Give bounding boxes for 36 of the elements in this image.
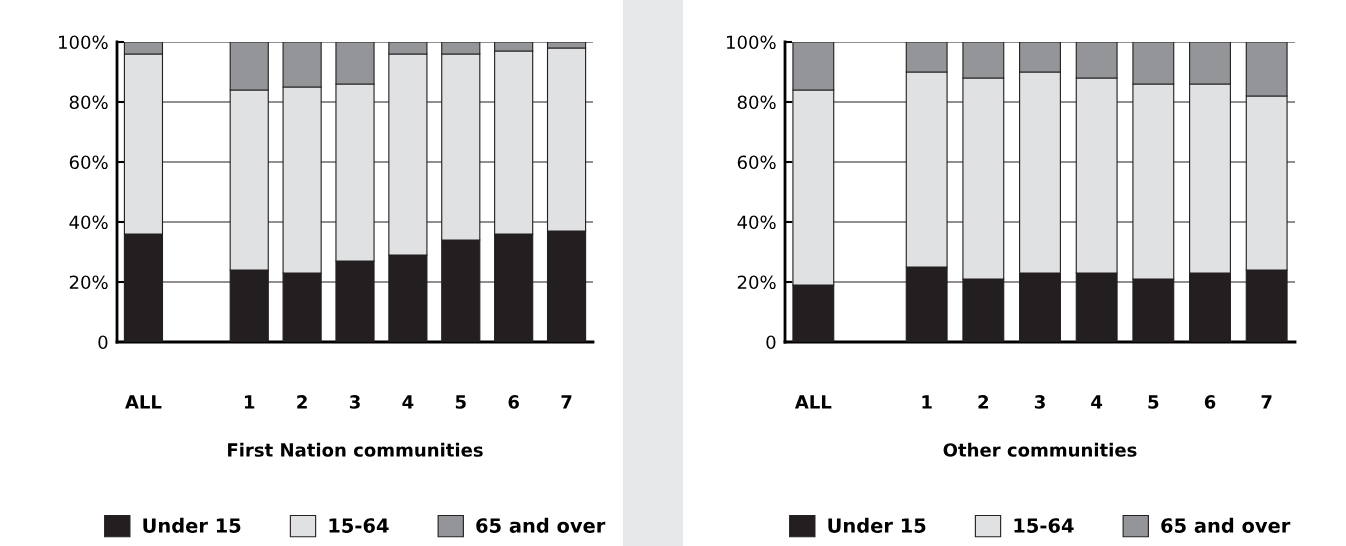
x-tick-label: 4 bbox=[402, 395, 414, 409]
y-tick-label: 40% bbox=[69, 215, 108, 230]
x-tick-label: 6 bbox=[508, 395, 519, 409]
y-tick-label: 80% bbox=[69, 95, 108, 110]
x-tick-label: 4 bbox=[1091, 395, 1103, 409]
x-tick-label: 6 bbox=[1204, 395, 1216, 409]
x-tick-label: 7 bbox=[561, 395, 572, 409]
x-tick-label: 1 bbox=[244, 395, 255, 409]
x-axis-title: First Nation communities bbox=[228, 442, 483, 457]
y-tick-label: 20% bbox=[737, 275, 776, 290]
x-tick-label: 5 bbox=[455, 395, 466, 409]
legend-label: 15-64 bbox=[1014, 518, 1074, 533]
x-tick-label: 3 bbox=[1034, 395, 1045, 409]
legend-label: 65 and over bbox=[476, 517, 606, 533]
y-tick-label: 0 bbox=[98, 335, 108, 350]
y-tick-label: 20% bbox=[69, 275, 108, 290]
x-tick-label: 3 bbox=[349, 395, 360, 409]
x-tick-label: 5 bbox=[1148, 395, 1159, 409]
legend-label: Under 15 bbox=[143, 517, 241, 533]
y-tick-label: 60% bbox=[69, 155, 108, 170]
x-tick-label: ALL bbox=[794, 395, 832, 409]
x-axis-title: Other communities bbox=[943, 442, 1137, 457]
y-tick-label: 100% bbox=[59, 35, 108, 50]
y-tick-label: 100% bbox=[727, 35, 776, 50]
x-tick-label: 7 bbox=[1261, 395, 1272, 409]
y-tick-label: 60% bbox=[737, 155, 776, 170]
y-tick-label: 40% bbox=[737, 215, 776, 230]
legend-label: 65 and over bbox=[1161, 517, 1291, 533]
x-tick-label: 2 bbox=[978, 395, 989, 409]
x-tick-label: ALL bbox=[125, 395, 162, 409]
x-tick-label: 1 bbox=[922, 395, 932, 409]
legend-label: Under 15 bbox=[828, 517, 926, 533]
x-tick-label: 2 bbox=[297, 395, 307, 409]
y-tick-label: 80% bbox=[737, 95, 776, 110]
y-tick-label: 0 bbox=[766, 335, 776, 350]
legend-label: 15-64 bbox=[329, 518, 389, 533]
